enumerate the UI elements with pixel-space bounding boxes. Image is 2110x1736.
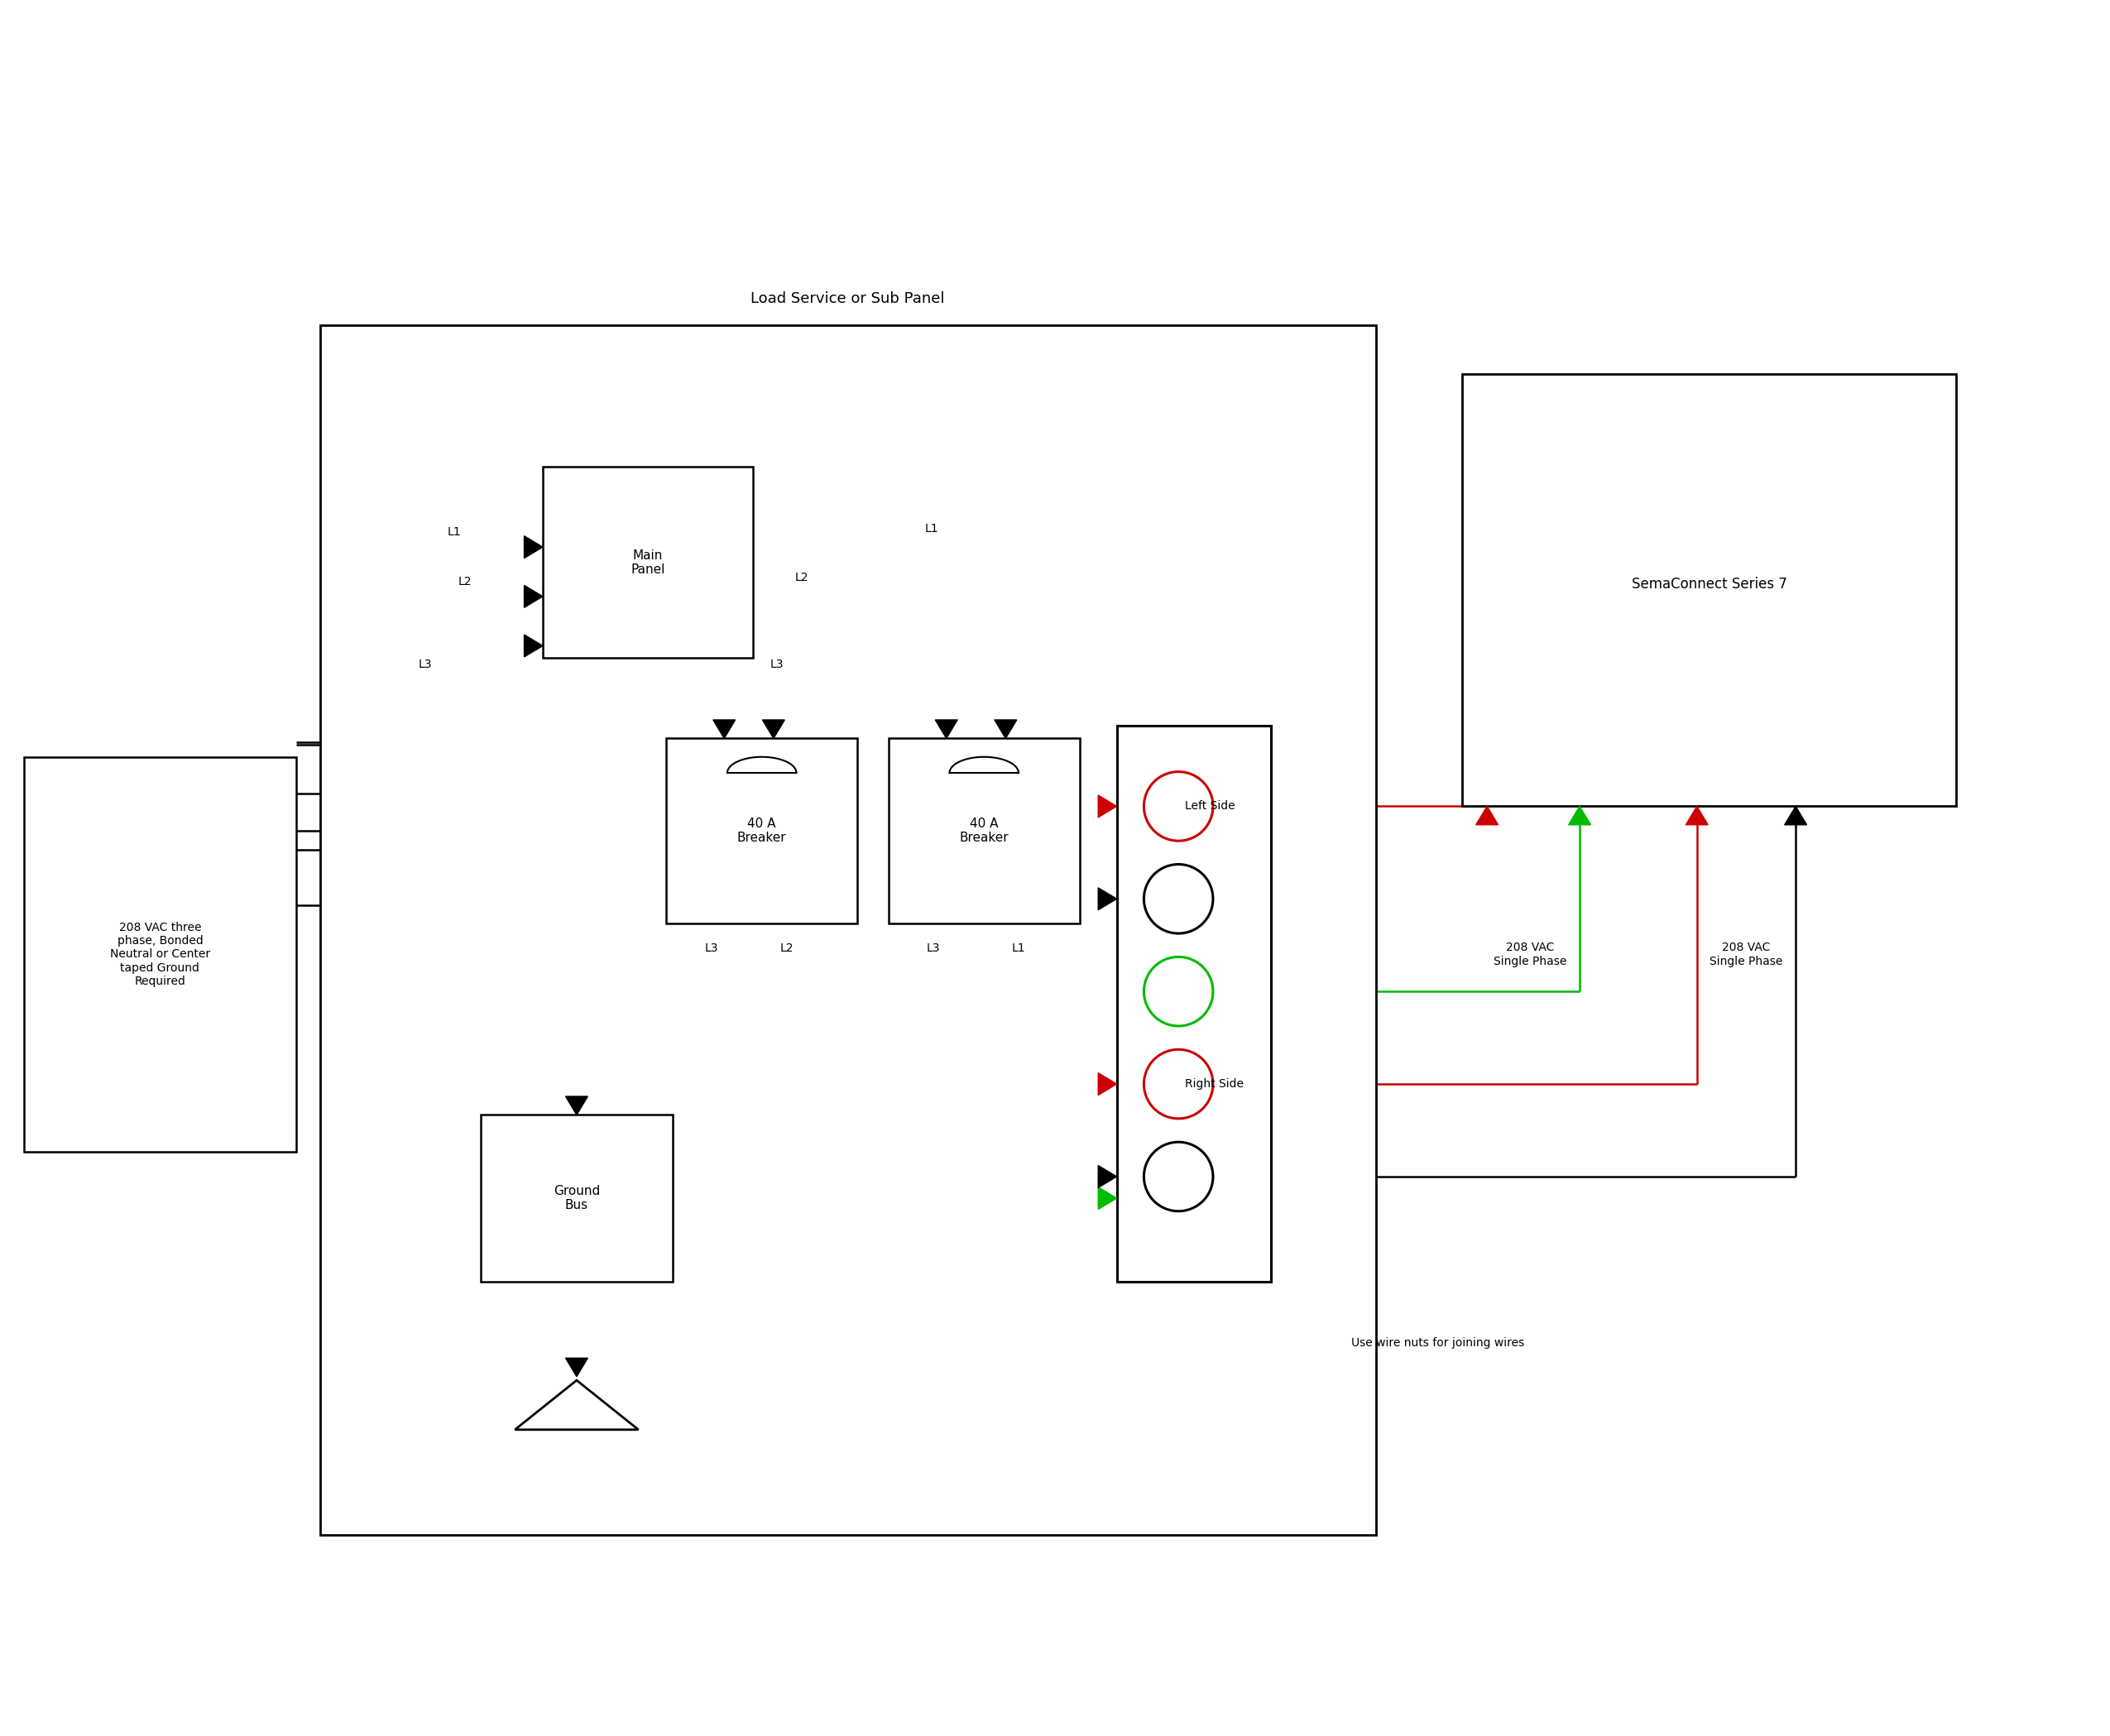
Text: 40 A
Breaker: 40 A Breaker: [736, 818, 787, 844]
Text: 208 VAC
Single Phase: 208 VAC Single Phase: [1494, 943, 1568, 967]
Circle shape: [1144, 1050, 1213, 1118]
Text: L2: L2: [781, 943, 793, 955]
Polygon shape: [1097, 795, 1116, 818]
Text: L1: L1: [1013, 943, 1025, 955]
Text: Left Side: Left Side: [1184, 800, 1234, 812]
Polygon shape: [523, 536, 542, 559]
Text: SemaConnect Series 7: SemaConnect Series 7: [1631, 576, 1787, 592]
Polygon shape: [1475, 806, 1498, 825]
Text: 208 VAC
Single Phase: 208 VAC Single Phase: [1709, 943, 1783, 967]
Text: L2: L2: [795, 573, 808, 583]
Text: L1: L1: [924, 523, 939, 535]
Polygon shape: [1097, 1187, 1116, 1210]
Text: L3: L3: [705, 943, 717, 955]
Bar: [888, 738, 1080, 924]
Bar: [321, 325, 1376, 1535]
Bar: [667, 738, 857, 924]
Polygon shape: [565, 1358, 589, 1377]
Polygon shape: [994, 720, 1017, 738]
Text: Main
Panel: Main Panel: [631, 549, 665, 576]
Polygon shape: [1686, 806, 1707, 825]
Polygon shape: [1785, 806, 1806, 825]
Text: L1: L1: [447, 526, 460, 538]
Polygon shape: [1097, 1073, 1116, 1095]
Bar: [23, 757, 295, 1153]
Text: Ground
Bus: Ground Bus: [553, 1184, 599, 1212]
Circle shape: [1144, 957, 1213, 1026]
Polygon shape: [1097, 1165, 1116, 1187]
Polygon shape: [1568, 806, 1591, 825]
Text: Right Side: Right Side: [1184, 1078, 1243, 1090]
Polygon shape: [762, 720, 785, 738]
Bar: [1462, 375, 1956, 806]
Polygon shape: [935, 720, 958, 738]
Bar: [1116, 726, 1270, 1281]
Text: Load Service or Sub Panel: Load Service or Sub Panel: [751, 292, 945, 306]
Polygon shape: [1097, 887, 1116, 910]
Bar: [481, 1115, 673, 1281]
Circle shape: [1144, 773, 1213, 840]
Text: L3: L3: [770, 658, 785, 670]
Polygon shape: [565, 1097, 589, 1115]
Text: 40 A
Breaker: 40 A Breaker: [960, 818, 1009, 844]
Circle shape: [1144, 1142, 1213, 1212]
Text: Use wire nuts for joining wires: Use wire nuts for joining wires: [1350, 1337, 1523, 1349]
Bar: [542, 467, 753, 658]
Circle shape: [1144, 865, 1213, 934]
Polygon shape: [523, 585, 542, 608]
Text: L3: L3: [418, 658, 433, 670]
Text: 208 VAC three
phase, Bonded
Neutral or Center
taped Ground
Required: 208 VAC three phase, Bonded Neutral or C…: [110, 922, 211, 988]
Text: L2: L2: [458, 576, 473, 587]
Text: L3: L3: [926, 943, 941, 955]
Polygon shape: [523, 635, 542, 656]
Polygon shape: [713, 720, 734, 738]
